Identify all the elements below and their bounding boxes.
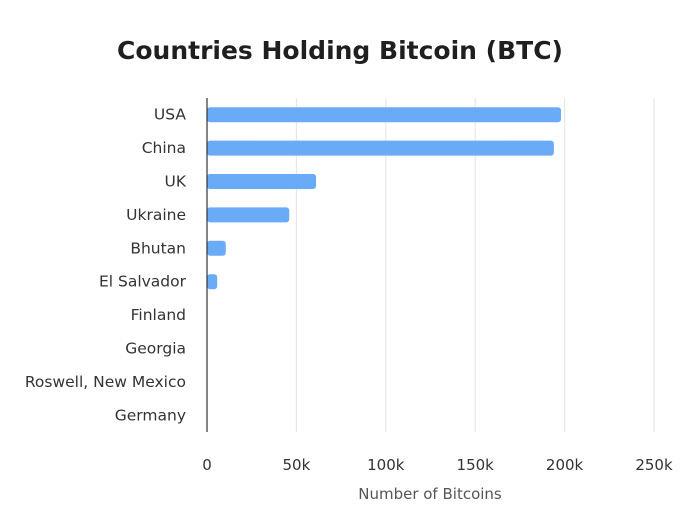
x-tick-label: 250k [635,456,673,474]
category-label: China [142,139,186,157]
bar [207,174,317,189]
category-label: Finland [131,306,186,324]
x-axis-title: Number of Bitcoins [358,485,502,503]
x-tick-label: 0 [202,456,212,474]
category-label: El Salvador [99,273,187,291]
bar [207,240,226,256]
bar [207,107,562,123]
category-label: Georgia [125,340,186,358]
category-label: USA [154,106,186,124]
bar [207,274,218,290]
bar [207,140,554,156]
chart-title: Countries Holding Bitcoin (BTC) [117,36,563,65]
bar [207,207,290,223]
category-label: Germany [115,406,186,424]
x-tick-label: 200k [546,456,584,474]
x-tick-label: 50k [283,456,311,474]
x-tick-label: 100k [367,456,405,474]
category-label: Ukraine [126,206,186,224]
x-tick-label: 150k [457,456,495,474]
category-label: Bhutan [130,239,186,257]
category-label: UK [164,173,186,191]
category-label: Roswell, New Mexico [25,373,186,391]
